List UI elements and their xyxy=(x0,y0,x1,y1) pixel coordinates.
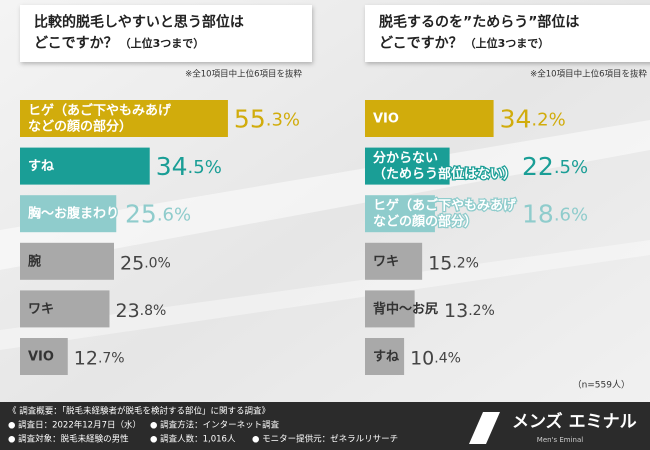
footer-item: ● 調査日：2022年12月7日（水） xyxy=(8,420,141,431)
value-label: 55.3% xyxy=(234,105,300,134)
category-label: ワキ xyxy=(373,254,399,269)
bar xyxy=(365,290,415,328)
chart-note: ※全10項目中上位6項目を抜粋 xyxy=(530,69,647,80)
category-label: VIO xyxy=(28,349,54,364)
bar xyxy=(20,100,228,137)
chart-note: ※全10項目中上位6項目を抜粋 xyxy=(185,69,302,80)
category-label: すね xyxy=(373,349,399,364)
footer-band xyxy=(0,402,650,450)
category-label: ヒゲ（あご下やもみあげなどの顔の部分） xyxy=(373,197,517,229)
chart-title: 脱毛するのを”ためらう”部位はどこですか？ xyxy=(379,14,579,52)
logo: メンズ エミナル xyxy=(512,411,637,432)
bar xyxy=(20,242,114,280)
category-label: 腕 xyxy=(28,253,41,269)
category-label: ヒゲ（あご下やもみあげなどの顔の部分） xyxy=(28,102,172,134)
footer-item: ● 調査人数：1,016人 xyxy=(150,434,236,445)
value-label: 34.2% xyxy=(500,105,566,134)
bar xyxy=(20,195,117,233)
logo-mark xyxy=(469,412,500,444)
footer-item: ● モニター提供元：ゼネラルリサーチ xyxy=(252,434,398,445)
bar xyxy=(365,242,423,280)
category-label: ワキ xyxy=(28,301,54,316)
value-label: 12.7% xyxy=(74,347,125,369)
bar xyxy=(20,338,68,375)
footer-heading: 《 調査概要：「脱毛未経験者が脱毛を検討する部位」に関する調査》 xyxy=(8,406,270,417)
value-label: 22.5% xyxy=(522,152,588,181)
value-label: 10.4% xyxy=(410,347,461,369)
bar xyxy=(365,100,494,137)
category-label: 胸～お腹まわり xyxy=(28,205,119,221)
value-label: 13.2% xyxy=(444,299,495,321)
chart-title: 比較的脱毛しやすいと思う部位はどこですか？ xyxy=(34,14,244,52)
value-label: 25.0% xyxy=(120,252,171,274)
bar xyxy=(365,338,405,375)
bar xyxy=(20,147,150,185)
bar xyxy=(365,147,450,185)
category-label: 分からない（ためらう部位はない） xyxy=(373,150,516,182)
category-label: VIO xyxy=(373,111,399,126)
chart-subtitle: （上位3つまで） xyxy=(120,36,205,50)
category-label: すね xyxy=(28,159,54,174)
chart-subtitle: （上位3つまで） xyxy=(465,36,550,50)
bar xyxy=(20,290,110,328)
category-label: 背中～お尻 xyxy=(373,300,438,316)
title-box xyxy=(365,5,650,62)
footer-item: ● 調査対象：脱毛未経験の男性 xyxy=(8,434,129,445)
value-label: 18.6% xyxy=(522,200,588,229)
value-label: 25.6% xyxy=(125,200,191,229)
footer-item: ● 調査方法：インターネット調査 xyxy=(150,420,280,431)
value-label: 34.5% xyxy=(156,152,222,181)
title-box xyxy=(20,5,312,62)
value-label: 23.8% xyxy=(115,299,166,321)
logo-sub: Men's Eminal xyxy=(537,436,583,444)
decor xyxy=(0,120,650,270)
sample-note: （n=559人） xyxy=(573,380,630,391)
value-label: 15.2% xyxy=(428,252,479,274)
decor xyxy=(0,240,650,350)
bar xyxy=(365,195,435,233)
